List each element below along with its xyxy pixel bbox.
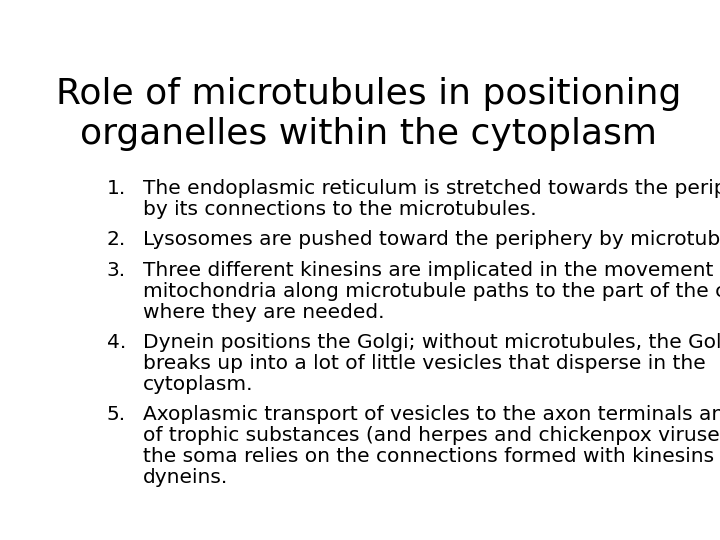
Text: where they are needed.: where they are needed. [143,302,384,322]
Text: Role of microtubules in positioning
organelles within the cytoplasm: Role of microtubules in positioning orga… [56,77,682,151]
Text: Axoplasmic transport of vesicles to the axon terminals and relay: Axoplasmic transport of vesicles to the … [143,405,720,424]
Text: Dynein positions the Golgi; without microtubules, the Golgi: Dynein positions the Golgi; without micr… [143,333,720,352]
Text: The endoplasmic reticulum is stretched towards the periphery: The endoplasmic reticulum is stretched t… [143,179,720,198]
Text: 1.: 1. [107,179,126,198]
Text: by its connections to the microtubules.: by its connections to the microtubules. [143,200,536,219]
Text: of trophic substances (and herpes and chickenpox viruses) to: of trophic substances (and herpes and ch… [143,426,720,445]
Text: dyneins.: dyneins. [143,468,228,487]
Text: mitochondria along microtubule paths to the part of the cell: mitochondria along microtubule paths to … [143,282,720,301]
Text: cytoplasm.: cytoplasm. [143,375,253,394]
Text: 2.: 2. [107,231,126,249]
Text: Lysosomes are pushed toward the periphery by microtubules.: Lysosomes are pushed toward the peripher… [143,231,720,249]
Text: breaks up into a lot of little vesicles that disperse in the: breaks up into a lot of little vesicles … [143,354,706,373]
Text: 5.: 5. [107,405,126,424]
Text: 3.: 3. [107,261,126,280]
Text: the soma relies on the connections formed with kinesins and: the soma relies on the connections forme… [143,447,720,466]
Text: 4.: 4. [107,333,126,352]
Text: Three different kinesins are implicated in the movement of: Three different kinesins are implicated … [143,261,720,280]
